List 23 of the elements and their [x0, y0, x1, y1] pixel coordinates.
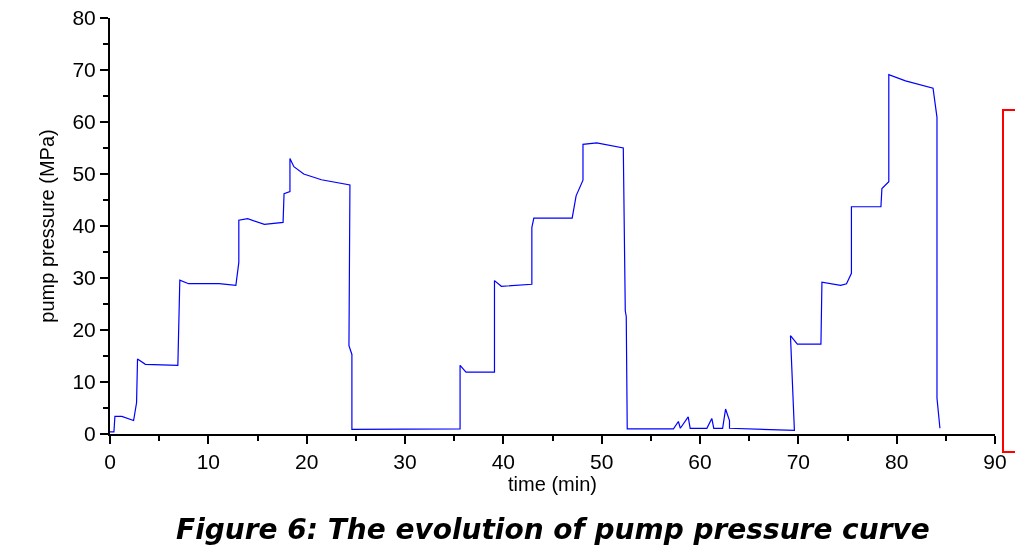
y-tick-label: 20 — [72, 318, 96, 342]
y-tick-label: 40 — [72, 214, 96, 238]
y-tick-label: 70 — [72, 58, 96, 82]
y-tick-label: 30 — [72, 266, 96, 290]
x-tick-label: 40 — [491, 450, 516, 474]
x-tick-label: 90 — [983, 450, 1007, 474]
x-axis-title: time (min) — [508, 473, 597, 496]
y-tick-label: 80 — [72, 6, 96, 30]
caption: Figure 6: The evolution of pump pressure curve — [176, 513, 930, 546]
y-tick-label: 10 — [72, 370, 96, 394]
x-tick-label: 20 — [294, 450, 319, 474]
x-tick-label: 70 — [786, 450, 811, 474]
y-tick-label: 0 — [84, 422, 96, 446]
y-tick-label: 60 — [72, 110, 96, 134]
x-tick-label: 10 — [196, 450, 221, 474]
y-tick-label: 50 — [72, 162, 96, 186]
x-tick-label: 80 — [884, 450, 909, 474]
x-tick-label: 50 — [589, 450, 614, 474]
x-tick-label: 30 — [393, 450, 417, 474]
y-axis-title: pump pressure (MPa) — [36, 129, 59, 323]
line-series — [110, 74, 941, 433]
x-tick-label: 60 — [688, 450, 712, 474]
x-tick-label: 0 — [104, 450, 116, 474]
